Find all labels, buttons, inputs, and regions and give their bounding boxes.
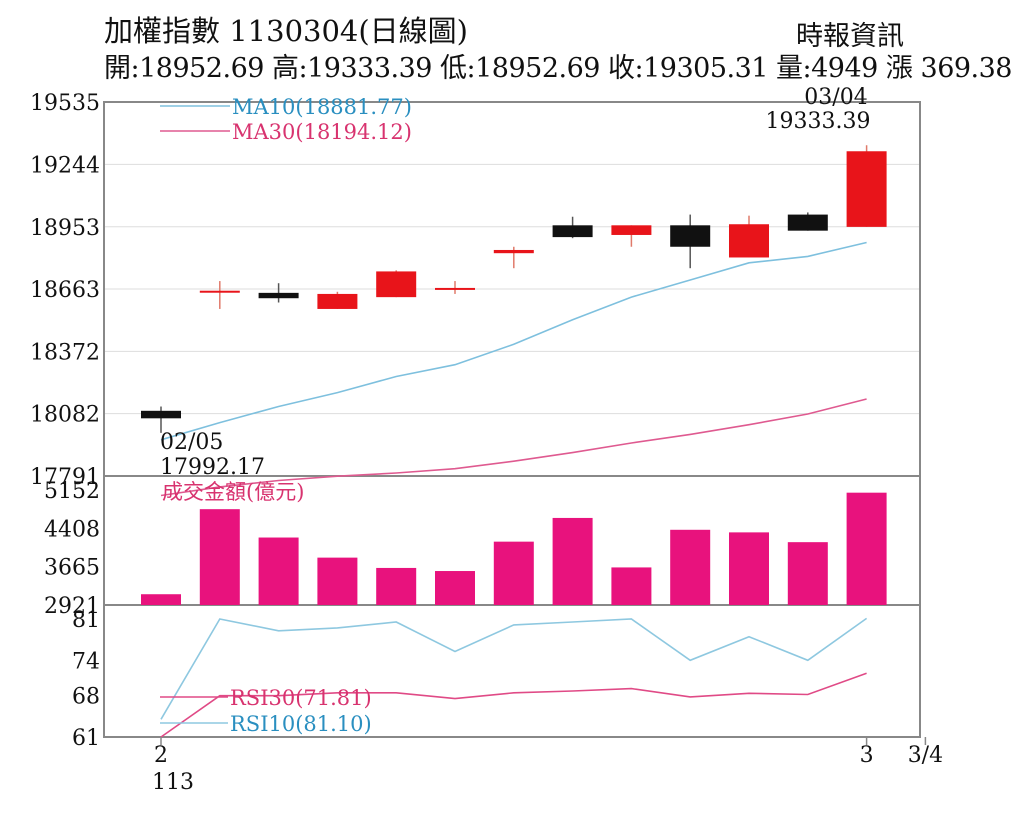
price-tick-label: 19244 — [30, 153, 100, 178]
candle-body — [435, 287, 475, 290]
volume-bar — [787, 542, 828, 605]
volume-bar — [493, 541, 534, 605]
price-tick-label: 18663 — [30, 278, 100, 303]
volume-tick-label: 3665 — [44, 556, 100, 581]
volume-tick-label: 2921 — [44, 594, 100, 619]
volume-bar — [729, 532, 769, 605]
candle-body — [729, 224, 769, 258]
price-tick-label: 18372 — [30, 340, 100, 365]
chart-title: 加權指數 1130304(日線圖) — [104, 14, 469, 48]
x-tick-label: 3 — [860, 743, 874, 768]
ma30-line — [160, 398, 867, 497]
volume-tick-label: 4408 — [44, 517, 100, 542]
ma10-legend-label: MA10(18881.77) — [232, 95, 412, 119]
candle-body — [317, 293, 358, 309]
rsi-tick-label: 61 — [72, 726, 100, 751]
volume-bar — [376, 567, 417, 605]
rsi10-legend-label: RSI10(81.10) — [230, 712, 372, 736]
low-annotation-value: 17992.17 — [160, 455, 265, 480]
rsi-tick-label: 81 — [72, 608, 100, 633]
rsi-tick-label: 68 — [72, 685, 100, 710]
volume-tick-label: 5152 — [44, 479, 100, 504]
volume-bar — [611, 567, 652, 605]
candle-body — [141, 410, 181, 419]
source-label: 時報資訊 — [796, 21, 904, 52]
volume-bar — [141, 594, 181, 605]
volume-bar — [670, 529, 711, 605]
ma30-legend-label: MA30(18194.12) — [232, 120, 412, 144]
price-tick-label: 18082 — [30, 403, 100, 428]
price-tick-label: 17791 — [30, 465, 100, 490]
volume-bar — [317, 557, 358, 605]
x-tick-label: 2 — [154, 743, 168, 768]
volume-label: 成交金額(億元) — [162, 480, 304, 504]
candle-body — [787, 214, 828, 231]
candle-body — [670, 225, 711, 247]
high-annotation-value: 19333.39 — [766, 109, 871, 134]
volume-bar — [199, 509, 240, 605]
rsi10-line — [160, 617, 868, 720]
volume-bar — [846, 492, 887, 605]
x-tick-sublabel: 113 — [152, 770, 194, 795]
candle-body — [376, 271, 417, 298]
volume-bar — [552, 517, 593, 605]
candle-body — [552, 225, 593, 238]
rsi-panel-frame — [103, 604, 921, 738]
ma10-line — [160, 241, 867, 441]
low-annotation-date: 02/05 — [160, 430, 223, 455]
price-tick-label: 19535 — [30, 91, 100, 116]
volume-bar — [435, 571, 475, 605]
candle-body — [611, 225, 652, 235]
candle-body — [846, 151, 887, 227]
candle-body — [199, 290, 240, 293]
high-annotation-date: 03/04 — [804, 85, 867, 110]
x-tick-label: 3/4 — [908, 743, 943, 768]
rsi30-legend-label: RSI30(71.81) — [230, 686, 372, 710]
price-tick-label: 18953 — [30, 216, 100, 241]
ohlc-summary: 開:18952.69 高:19333.39 低:18952.69 收:19305… — [104, 53, 1013, 84]
rsi30-line — [160, 672, 867, 738]
candle-body — [258, 292, 299, 299]
volume-bar — [258, 537, 299, 605]
rsi-tick-label: 74 — [72, 649, 100, 674]
candle-body — [493, 249, 534, 254]
